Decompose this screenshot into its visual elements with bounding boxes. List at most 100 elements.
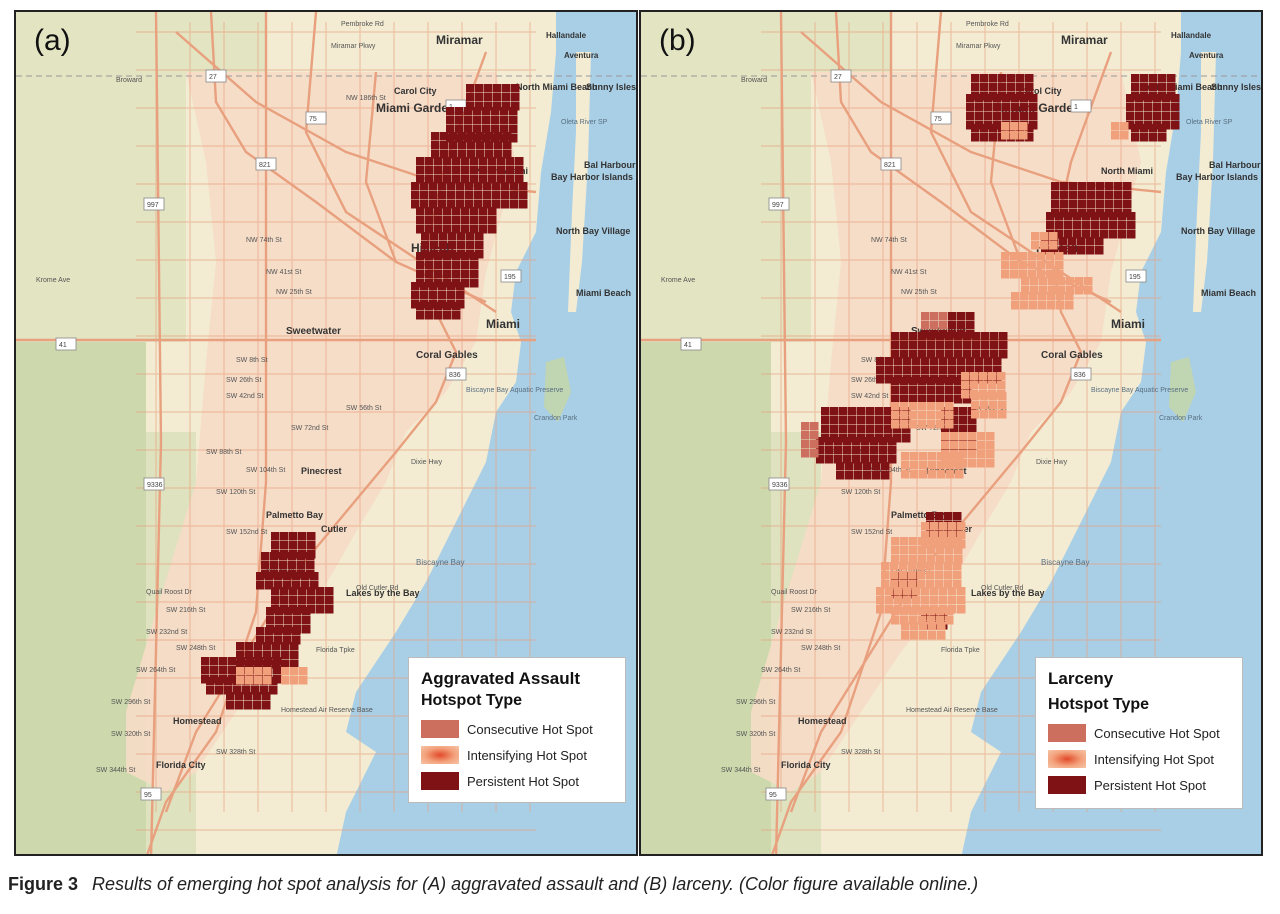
persistent-hotspot-cell [325,605,334,614]
intensifying-hotspot-cell [909,546,918,555]
persistent-hotspot-cell [918,386,927,395]
intensifying-hotspot-cell [968,441,977,450]
persistent-hotspot-cell [510,191,519,200]
persistent-hotspot-cell [984,357,993,366]
persistent-hotspot-cell [511,102,520,111]
persistent-hotspot-cell [857,425,866,434]
persistent-hotspot-cell [909,350,918,359]
intensifying-hotspot-cell [957,522,966,531]
intensifying-hotspot-cell [927,411,936,420]
place-label: North Miami Beach [1141,82,1223,92]
persistent-hotspot-cell [488,225,497,234]
persistent-hotspot-cell [271,532,280,541]
intensifying-hotspot-cell [946,452,955,461]
persistent-hotspot-cell [1127,230,1136,239]
persistent-hotspot-cell [452,311,461,320]
persistent-hotspot-cell [852,437,861,446]
persistent-hotspot-cell [244,701,253,710]
persistent-hotspot-cell [256,572,265,581]
persistent-hotspot-cell [456,182,465,191]
intensifying-hotspot-cell [899,580,908,589]
route-number: 41 [684,342,692,349]
persistent-hotspot-cell [1020,94,1029,103]
consecutive-hotspot-cell [930,312,939,321]
intensifying-hotspot-cell [989,410,998,419]
persistent-hotspot-cell [888,446,897,455]
persistent-hotspot-cell [474,191,483,200]
everglades-area [16,342,146,854]
intensifying-hotspot-cell [1055,261,1064,270]
persistent-hotspot-cell [434,166,443,175]
persistent-hotspot-cell [918,332,927,341]
street-label: Dixie Hwy [411,459,443,466]
persistent-hotspot-cell [954,377,963,386]
persistent-hotspot-cell [273,657,282,666]
intensifying-hotspot-cell [910,622,919,631]
route-shield [880,157,902,171]
persistent-hotspot-cell [226,701,235,710]
persistent-hotspot-cell [893,425,902,434]
persistent-hotspot-cell [434,302,443,311]
persistent-hotspot-cell [912,357,921,366]
persistent-hotspot-cell [1135,112,1144,121]
persistent-hotspot-cell [830,416,839,425]
street-label: SW 232nd St [771,629,812,636]
persistent-hotspot-cell [275,616,284,625]
intensifying-hotspot-cell [1084,286,1093,295]
persistent-hotspot-cell [884,416,893,425]
persistent-hotspot-cell [307,587,316,596]
persistent-hotspot-cell [416,261,425,270]
intensifying-hotspot-cell [977,450,986,459]
intensifying-hotspot-cell [1046,270,1055,279]
persistent-hotspot-cell [503,141,512,150]
persistent-hotspot-cell [891,395,900,404]
persistent-hotspot-cell [866,407,875,416]
route-shield [205,69,227,83]
street-label: SW 8th St [236,357,268,364]
persistent-hotspot-cell [325,587,334,596]
street-label: Krome Ave [36,277,70,284]
persistent-hotspot-cell [283,627,292,636]
intensifying-hotspot-cell [1075,286,1084,295]
intensifying-hotspot-cell [900,555,909,564]
intensifying-hotspot-cell [1056,301,1065,310]
intensifying-hotspot-cell [876,587,885,596]
intensifying-hotspot-cell [953,571,962,580]
consecutive-hotspot-cell [801,449,810,458]
persistent-hotspot-cell [275,607,284,616]
persistent-hotspot-cell [1118,221,1127,230]
persistent-hotspot-cell [944,512,953,521]
intensifying-hotspot-cell [910,470,919,479]
intensifying-hotspot-cell [299,676,308,685]
persistent-hotspot-cell [416,166,425,175]
persistent-hotspot-cell [1060,200,1069,209]
intensifying-hotspot-cell [1040,232,1049,241]
persistent-hotspot-cell [479,225,488,234]
intensifying-hotspot-cell [928,631,937,640]
persistent-hotspot-cell [256,627,265,636]
intensifying-hotspot-cell [980,401,989,410]
persistent-hotspot-cell [945,377,954,386]
intensifying-hotspot-cell [245,667,254,676]
intensifying-hotspot-cell [971,392,980,401]
persistent-hotspot-cell [863,462,872,471]
intensifying-hotspot-cell [1031,232,1040,241]
intensifying-hotspot-cell [939,587,948,596]
intensifying-hotspot-cell [1048,277,1057,286]
persistent-hotspot-cell [1105,200,1114,209]
persistent-hotspot-cell [244,692,253,701]
intensifying-hotspot-cell [1021,277,1030,286]
persistent-hotspot-cell [885,375,894,384]
persistent-hotspot-cell [467,141,476,150]
persistent-hotspot-cell [993,357,1002,366]
persistent-hotspot-cell [416,270,425,279]
persistent-hotspot-cell [470,279,479,288]
persistent-hotspot-cell [888,437,897,446]
persistent-hotspot-cell [476,150,485,159]
persistent-hotspot-cell [1060,191,1069,200]
persistent-hotspot-cell [503,132,512,141]
intensifying-hotspot-cell [1019,261,1028,270]
persistent-hotspot-cell [411,291,420,300]
legend-label: Persistent Hot Spot [467,773,579,789]
persistent-hotspot-cell [989,74,998,83]
